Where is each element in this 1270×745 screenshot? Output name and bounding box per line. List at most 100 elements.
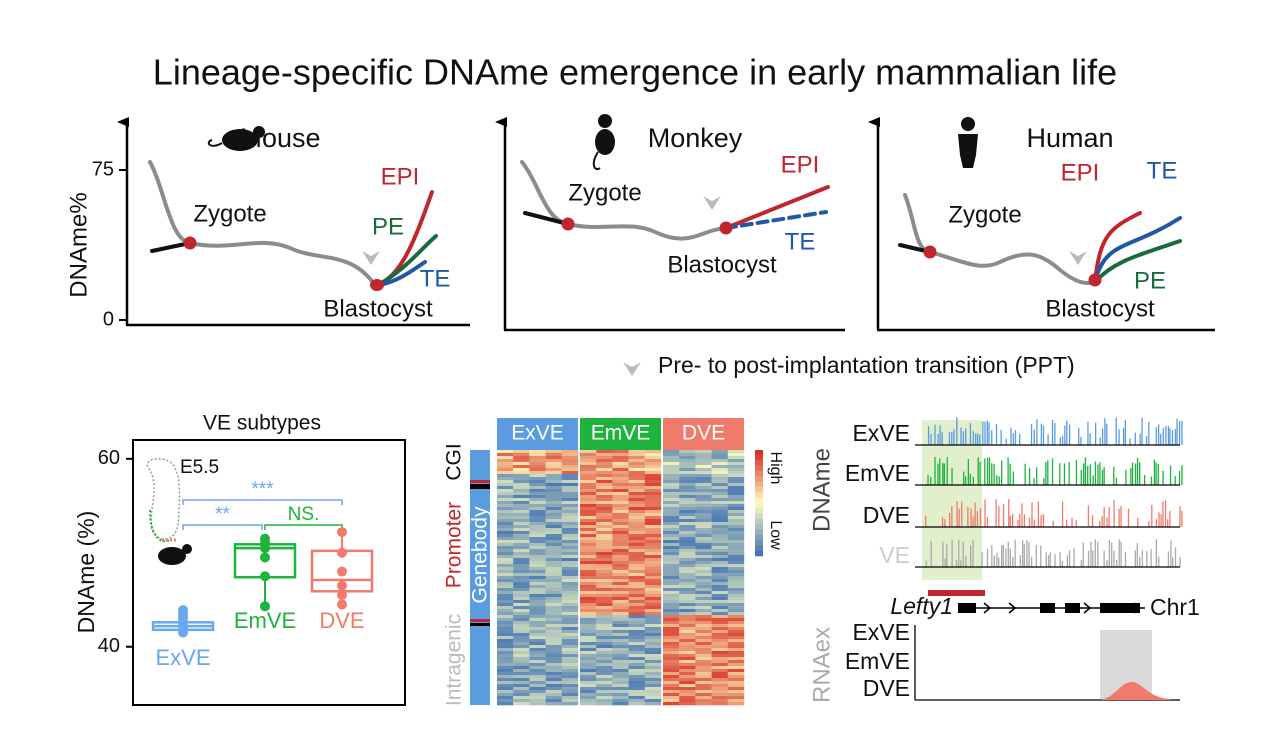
heatmap-cell [529,594,546,598]
heatmap-cell [628,573,645,577]
heatmap-cell [580,486,597,490]
group-label: ExVE [155,645,210,670]
heatmap-cell [695,450,712,454]
heatmap-cell [663,669,680,673]
heatmap-cell [679,678,696,682]
color-scale [755,455,763,461]
heatmap-cell [727,555,745,559]
heatmap-cell [580,540,597,544]
heatmap-cell [612,603,629,607]
heatmap-cell [561,474,579,478]
heatmap-cell [711,603,728,607]
data-point [260,601,270,612]
heatmap-cell [580,573,597,577]
heatmap-cell [628,600,645,604]
stage-dot [719,221,733,235]
heatmap-cell [679,591,696,595]
heatmap-cell [580,450,597,454]
heatmap-cell [497,609,514,613]
heatmap-cell [711,588,728,592]
heatmap-cell [580,564,597,568]
species-label: Monkey [648,123,743,153]
heatmap-cell [628,606,645,610]
heatmap-cell [596,543,613,547]
heatmap-cell [727,525,745,529]
strand-arrow [983,602,992,614]
heatmap-cell [644,519,662,523]
heatmap-cell [596,663,613,667]
heatmap-cell [628,591,645,595]
heatmap-cell [727,549,745,553]
heatmap-cell [529,495,546,499]
heatmap-cell [644,579,662,583]
heatmap-cell [612,552,629,556]
heatmap-cell [679,576,696,580]
heatmap-cell [628,642,645,646]
heatmap-cell [663,663,680,667]
heatmap-cell [727,528,745,532]
heatmap-cell [513,600,530,604]
heatmap-cell [529,687,546,691]
color-scale [755,534,763,541]
exon [1065,603,1080,613]
heatmap-cell [596,669,613,673]
heatmap-cell [644,471,662,475]
heatmap-cell [695,528,712,532]
heatmap-cell [695,459,712,463]
heatmap-cell [727,495,745,499]
heatmap-cell [612,678,629,682]
heatmap-cell [628,681,645,685]
heatmap-cell [596,564,613,568]
heatmap-cell [711,537,728,541]
heatmap-cell [596,495,613,499]
heatmap-cell [596,693,613,697]
heatmap-cell [644,489,662,493]
heatmap-cell [497,681,514,685]
heatmap-cell [727,696,745,700]
heatmap-cell [663,483,680,487]
heatmap-cell [644,669,662,673]
heatmap-cell [612,459,629,463]
heatmap-cell [663,609,680,613]
heatmap-cell [596,498,613,502]
heatmap-cell [663,573,680,577]
heatmap-cell [711,627,728,631]
heatmap-cell [711,489,728,493]
heatmap-cell [727,675,745,679]
heatmap-cell [679,459,696,463]
heatmap-cell [580,666,597,670]
heatmap-cell [628,471,645,475]
color-scale [755,513,763,520]
heatmap-cell [628,462,645,466]
heatmap-cell [644,483,662,487]
heatmap-cell [497,657,514,661]
heatmap-cell [497,648,514,652]
data-point [337,527,347,538]
heatmap-cell [727,540,745,544]
heatmap-cell [628,669,645,673]
heatmap-cell [545,549,562,553]
heatmap-cell [596,465,613,469]
heatmap-cell [628,624,645,628]
heatmap-cell [545,543,562,547]
heatmap-cell [561,594,579,598]
heatmap-cell [545,606,562,610]
heatmap-cell [513,510,530,514]
heatmap-cell [628,693,645,697]
heatmap-cell [644,630,662,634]
heatmap-cell [679,462,696,466]
heatmap-cell [513,612,530,616]
heatmap-cell [545,516,562,520]
heatmap-cell [529,657,546,661]
heatmap-cell [529,474,546,478]
heatmap-cell [513,552,530,556]
heatmap-cell [679,552,696,556]
heatmap-cell [596,555,613,559]
heatmap-cell [644,477,662,481]
heatmap-cell [711,450,728,454]
heatmap-cell [596,558,613,562]
heatmap-cell [727,681,745,685]
heatmap-cell [628,690,645,694]
heatmap-cell [580,612,597,616]
heatmap-cell [612,609,629,613]
